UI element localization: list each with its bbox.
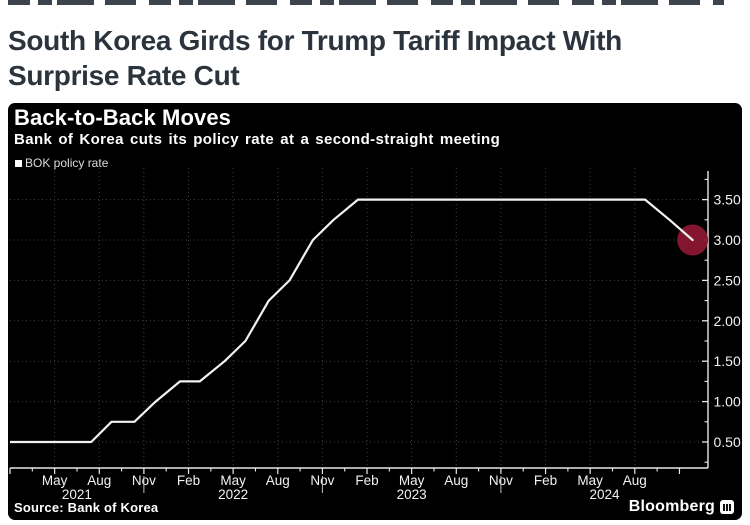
x-tick-label: Feb: [534, 473, 557, 488]
y-tick-label: 3.50: [714, 192, 741, 208]
year-label: 2024: [589, 487, 620, 502]
x-tick-label: Aug: [87, 473, 111, 488]
x-tick-label: May: [42, 473, 68, 488]
x-tick-label: May: [577, 473, 603, 488]
x-tick-label: Aug: [266, 473, 290, 488]
x-tick-label: May: [399, 473, 425, 488]
legend-swatch-icon: [15, 159, 22, 167]
article-headline: South Korea Girds for Trump Tariff Impac…: [8, 23, 698, 93]
year-label: 2022: [218, 487, 248, 502]
x-tick-label: Feb: [177, 473, 200, 488]
legend-label: BOK policy rate: [25, 156, 109, 170]
y-tick-label: 0.50: [714, 434, 741, 450]
headline-line1: South Korea Girds for Trump Tariff Impac…: [8, 24, 622, 56]
y-tick-label: 3.00: [714, 232, 741, 248]
chart-legend: BOK policy rate: [15, 156, 108, 170]
policy-rate-line: [10, 198, 694, 444]
y-tick-label: 1.50: [714, 353, 741, 369]
x-tick-label: May: [220, 473, 246, 488]
bloomberg-brand: Bloomberg: [629, 498, 734, 516]
bloomberg-terminal-logo-icon: [720, 500, 734, 514]
cropped-text-artifact: [8, 0, 724, 5]
chart-subtitle: Bank of Korea cuts its policy rate at a …: [14, 131, 501, 148]
year-label: 2021: [62, 487, 92, 502]
x-tick-label: Aug: [623, 473, 647, 488]
y-tick-label: 2.50: [714, 272, 741, 288]
bloomberg-wordmark: Bloomberg: [628, 498, 715, 515]
chart-panel: 0.50 1.00 1.50 2.00 2.50 3.00 3.50 May Aug Nov Feb…: [8, 103, 742, 520]
x-tick-label: Feb: [355, 473, 378, 488]
year-label: 2023: [397, 487, 427, 502]
source-attribution: Source: Bank of Korea: [14, 500, 159, 515]
chart-title: Back-to-Back Moves: [14, 105, 231, 130]
y-tick-label: 1.00: [714, 394, 741, 410]
headline-line2: Surprise Rate Cut: [8, 59, 240, 91]
y-tick-label: 2.00: [714, 313, 741, 329]
x-tick-label: Aug: [444, 473, 468, 488]
